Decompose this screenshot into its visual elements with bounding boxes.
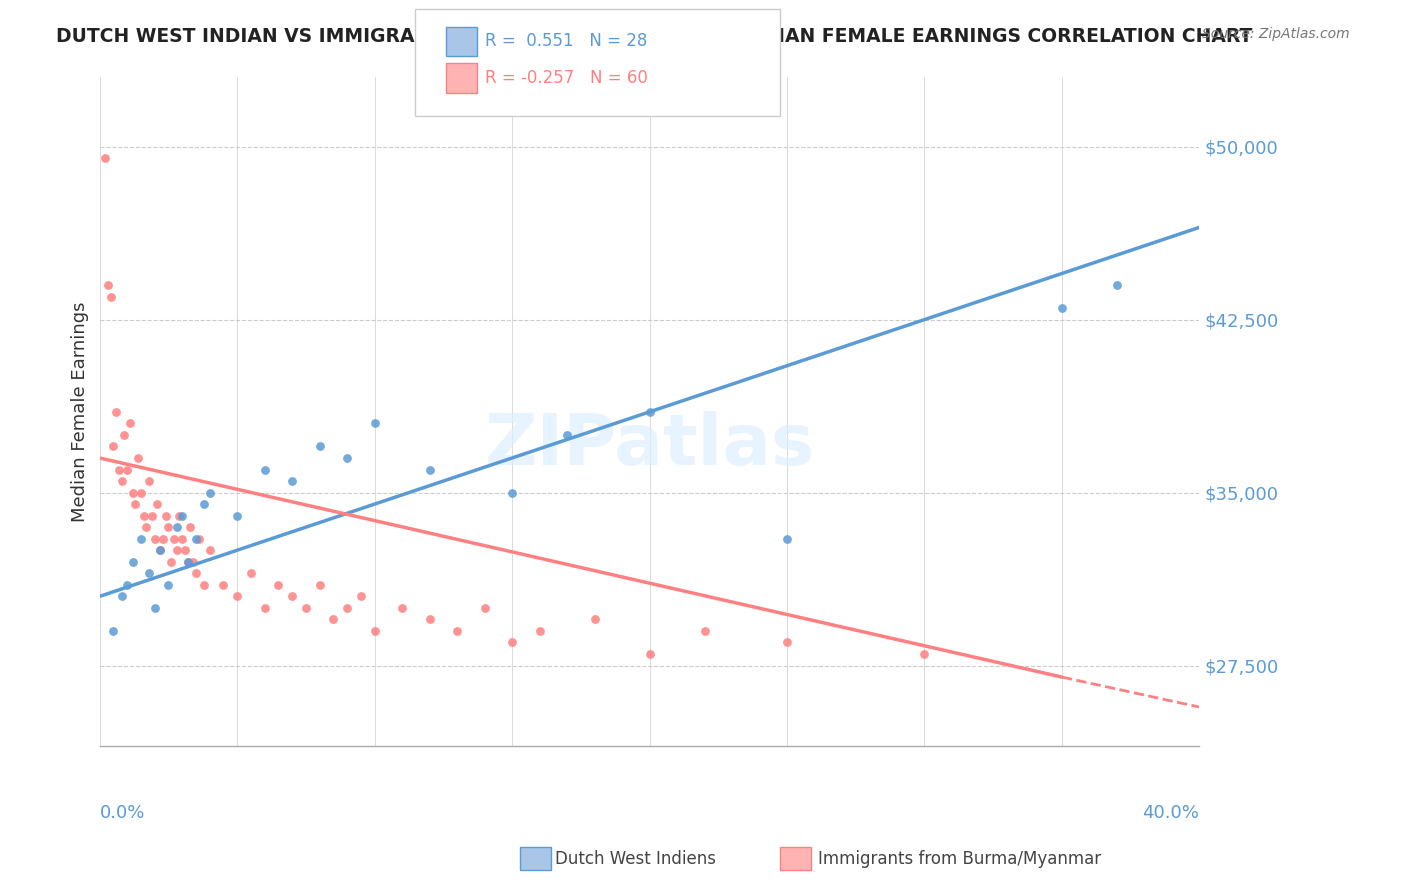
Point bbox=[149, 543, 172, 558]
Point bbox=[176, 555, 198, 569]
Point bbox=[181, 555, 204, 569]
Point bbox=[176, 555, 198, 569]
Point bbox=[638, 647, 661, 661]
Point bbox=[336, 450, 359, 465]
Point bbox=[583, 612, 606, 626]
Y-axis label: Median Female Earnings: Median Female Earnings bbox=[72, 301, 89, 522]
Point bbox=[308, 578, 330, 592]
Point bbox=[172, 532, 194, 546]
Point bbox=[198, 485, 221, 500]
Point bbox=[173, 543, 195, 558]
Point bbox=[138, 474, 160, 488]
Point bbox=[143, 532, 166, 546]
Point bbox=[914, 647, 936, 661]
Point bbox=[501, 485, 523, 500]
Point bbox=[129, 532, 152, 546]
Point bbox=[193, 578, 215, 592]
Point bbox=[419, 612, 441, 626]
Point bbox=[253, 600, 276, 615]
Point bbox=[121, 485, 143, 500]
Point bbox=[138, 566, 160, 581]
Point bbox=[143, 600, 166, 615]
Point bbox=[363, 417, 385, 431]
Point bbox=[157, 520, 180, 534]
Point bbox=[155, 508, 177, 523]
Point bbox=[127, 450, 149, 465]
Point bbox=[322, 612, 344, 626]
Point bbox=[103, 624, 125, 638]
Point bbox=[111, 590, 134, 604]
Point bbox=[295, 600, 318, 615]
Point bbox=[160, 555, 183, 569]
Point bbox=[97, 278, 120, 293]
Point bbox=[135, 520, 157, 534]
Point bbox=[100, 289, 122, 303]
Point bbox=[693, 624, 716, 638]
Point bbox=[239, 566, 262, 581]
Point bbox=[166, 520, 188, 534]
Point bbox=[474, 600, 496, 615]
Point bbox=[169, 508, 191, 523]
Text: 0.0%: 0.0% bbox=[100, 804, 145, 822]
Point bbox=[146, 497, 169, 511]
Point bbox=[638, 405, 661, 419]
Text: R =  0.551   N = 28: R = 0.551 N = 28 bbox=[485, 32, 647, 50]
Point bbox=[501, 635, 523, 649]
Text: R = -0.257   N = 60: R = -0.257 N = 60 bbox=[485, 69, 648, 87]
Point bbox=[281, 474, 304, 488]
Point bbox=[132, 508, 155, 523]
Point bbox=[555, 428, 578, 442]
Point bbox=[363, 624, 385, 638]
Point bbox=[419, 462, 441, 476]
Point bbox=[253, 462, 276, 476]
Point bbox=[103, 440, 125, 454]
Point bbox=[776, 532, 799, 546]
Point bbox=[118, 417, 141, 431]
Point bbox=[187, 532, 209, 546]
Point bbox=[166, 543, 188, 558]
Point bbox=[157, 578, 180, 592]
Text: DUTCH WEST INDIAN VS IMMIGRANTS FROM BURMA/MYANMAR MEDIAN FEMALE EARNINGS CORREL: DUTCH WEST INDIAN VS IMMIGRANTS FROM BUR… bbox=[56, 27, 1253, 45]
Point bbox=[129, 485, 152, 500]
Point bbox=[111, 474, 134, 488]
Point bbox=[94, 151, 117, 165]
Point bbox=[149, 543, 172, 558]
Text: Immigrants from Burma/Myanmar: Immigrants from Burma/Myanmar bbox=[818, 850, 1101, 868]
Text: 40.0%: 40.0% bbox=[1143, 804, 1199, 822]
Point bbox=[124, 497, 146, 511]
Point bbox=[105, 405, 128, 419]
Point bbox=[141, 508, 163, 523]
Point bbox=[121, 555, 143, 569]
Point bbox=[226, 590, 249, 604]
Point bbox=[308, 440, 330, 454]
Point bbox=[776, 635, 799, 649]
Point bbox=[267, 578, 290, 592]
Text: ZIPatlas: ZIPatlas bbox=[485, 411, 814, 480]
Point bbox=[446, 624, 468, 638]
Point bbox=[1105, 278, 1128, 293]
Point bbox=[184, 566, 207, 581]
Point bbox=[115, 462, 138, 476]
Point bbox=[193, 497, 215, 511]
Text: Dutch West Indiens: Dutch West Indiens bbox=[555, 850, 717, 868]
Point bbox=[1050, 301, 1073, 315]
Point bbox=[115, 578, 138, 592]
Point bbox=[198, 543, 221, 558]
Point bbox=[179, 520, 201, 534]
Point bbox=[152, 532, 174, 546]
Point bbox=[184, 532, 207, 546]
Point bbox=[108, 462, 131, 476]
Point bbox=[212, 578, 235, 592]
Point bbox=[281, 590, 304, 604]
Point bbox=[163, 532, 186, 546]
Point bbox=[336, 600, 359, 615]
Point bbox=[391, 600, 413, 615]
Text: Source: ZipAtlas.com: Source: ZipAtlas.com bbox=[1202, 27, 1350, 41]
Point bbox=[172, 508, 194, 523]
Point bbox=[226, 508, 249, 523]
Point bbox=[112, 428, 135, 442]
Point bbox=[350, 590, 373, 604]
Point bbox=[529, 624, 551, 638]
